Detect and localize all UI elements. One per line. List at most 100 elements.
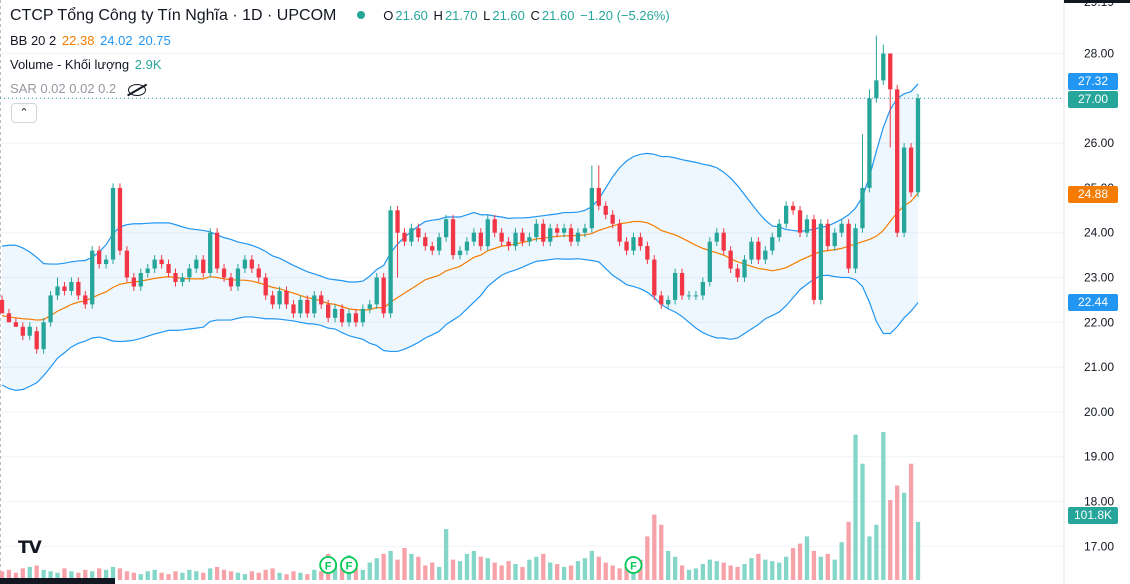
candle-body (83, 295, 88, 305)
candle-body (159, 259, 164, 265)
volume-bar (534, 556, 539, 580)
volume-bar (457, 561, 463, 580)
candle-body (888, 53, 893, 90)
candle-body (180, 277, 185, 282)
candle-body (541, 223, 546, 242)
candle-body (353, 313, 359, 323)
candle-body (603, 205, 608, 215)
volume-bar (0, 571, 5, 580)
candle-body (672, 273, 678, 300)
volume-bar (145, 571, 150, 580)
volume-bar (721, 562, 726, 580)
change-value: −1.20 (−5.26%) (580, 8, 670, 23)
volume-bar (596, 556, 601, 580)
candle-body (360, 308, 365, 323)
event-marker-label: F (346, 561, 353, 573)
volume-bar (55, 572, 60, 580)
volume-bar (124, 571, 130, 580)
volume-bar (263, 569, 268, 580)
candle-body (756, 241, 761, 260)
volume-bar (117, 568, 123, 580)
volume-bar (103, 569, 109, 580)
volume-bar (201, 572, 206, 580)
symbol-title[interactable]: CTCP Tổng Công ty Tín Nghĩa · 1D · UPCOM (10, 7, 337, 24)
volume-bar (13, 572, 19, 580)
candle-body (97, 250, 102, 265)
candle-body (471, 232, 477, 242)
candle-body (555, 228, 560, 233)
candle-body (284, 290, 289, 305)
volume-bar (707, 559, 712, 580)
volume-bar (686, 569, 692, 580)
bb-upper-price-tag: 27.32 (1068, 73, 1118, 90)
volume-bar (888, 500, 893, 580)
candle-body (214, 232, 220, 269)
bb-upper-line (1, 83, 919, 283)
candle-body (777, 223, 782, 238)
volume-legend[interactable]: Volume - Khối lượng 2.9K (10, 57, 164, 72)
candle-body (48, 295, 53, 323)
close-label: C (530, 8, 540, 23)
volume-bar (166, 574, 171, 580)
bb-legend[interactable]: BB 20 2 22.38 24.02 20.75 (10, 33, 173, 48)
volume-bar (97, 568, 102, 580)
bollinger-band (1, 83, 919, 392)
volume-bar (423, 565, 428, 580)
volume-bar (332, 566, 338, 580)
volume-bar (478, 556, 483, 580)
candle-body (76, 281, 81, 296)
candle-body (374, 277, 379, 305)
candle-body (131, 277, 136, 287)
candle-body (846, 223, 851, 269)
volume-bar (499, 565, 504, 580)
volume-bar (360, 569, 365, 580)
candle-body (201, 259, 206, 274)
candle-body (27, 326, 32, 336)
candle-body (423, 237, 428, 247)
volume-bar (319, 571, 324, 580)
volume-bar (20, 568, 25, 580)
market-status-dot (356, 10, 365, 19)
volume-bar (485, 558, 490, 580)
bb-upper-label: 24.02 (100, 33, 133, 48)
volume-bar (34, 565, 39, 580)
candle-body (319, 295, 324, 305)
volume-bar (138, 574, 143, 580)
candle-body (20, 326, 25, 336)
candle-body (117, 187, 123, 251)
candle-body (485, 219, 490, 247)
high-value: 21.70 (444, 8, 478, 23)
volume-bar (242, 574, 248, 580)
candle-body (853, 228, 858, 269)
candle-body (402, 232, 407, 242)
volume-bar (180, 572, 185, 580)
hidden-eye-icon[interactable] (127, 83, 146, 96)
candle-body (617, 223, 622, 242)
bb-lower-line (1, 258, 919, 392)
candle-body (686, 295, 692, 297)
candle-body (298, 299, 303, 314)
sar-name: SAR 0.02 0.02 0.2 (10, 81, 117, 96)
collapse-legend-button[interactable]: ⌃ (11, 103, 37, 123)
tradingview-logo-icon[interactable]: TV (18, 538, 42, 558)
volume-bar (520, 566, 525, 580)
volume-bar (818, 556, 823, 580)
candle-body (825, 223, 830, 247)
candle-body (263, 277, 268, 296)
candle-body (714, 232, 719, 242)
candle-body (221, 268, 227, 278)
event-marker-label: F (325, 561, 332, 573)
volume-bar (367, 562, 372, 580)
candle-body (103, 259, 109, 265)
candle-body (492, 219, 497, 233)
candle-body (312, 295, 317, 314)
candle-body (638, 237, 643, 247)
sar-legend[interactable]: SAR 0.02 0.02 0.2 (10, 81, 148, 96)
volume-bar (901, 492, 907, 580)
close-value: 21.60 (541, 8, 575, 23)
bb-basis-label: 22.38 (61, 33, 95, 48)
open-label: O (383, 8, 394, 23)
volume-bar (610, 565, 615, 580)
volume-bar (714, 561, 719, 580)
